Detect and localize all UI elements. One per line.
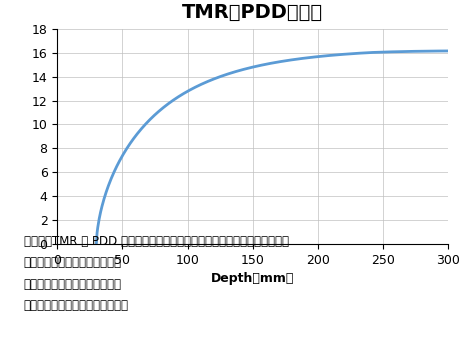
Text: 先にわかった人は、教えてね！！: 先にわかった人は、教えてね！！ — [24, 299, 129, 312]
X-axis label: Depth（mm）: Depth（mm） — [211, 272, 294, 285]
Title: TMRとPDDの差異: TMRとPDDの差異 — [182, 3, 323, 22]
Text: わかれば、また書き込みます。: わかれば、また書き込みます。 — [24, 278, 121, 291]
Text: 確かに、TMR は PDD から計算したものだけど、それにしても・・・・？？: 確かに、TMR は PDD から計算したものだけど、それにしても・・・・？？ — [24, 235, 288, 248]
Text: この理由をゆっくり考えます。: この理由をゆっくり考えます。 — [24, 256, 121, 269]
